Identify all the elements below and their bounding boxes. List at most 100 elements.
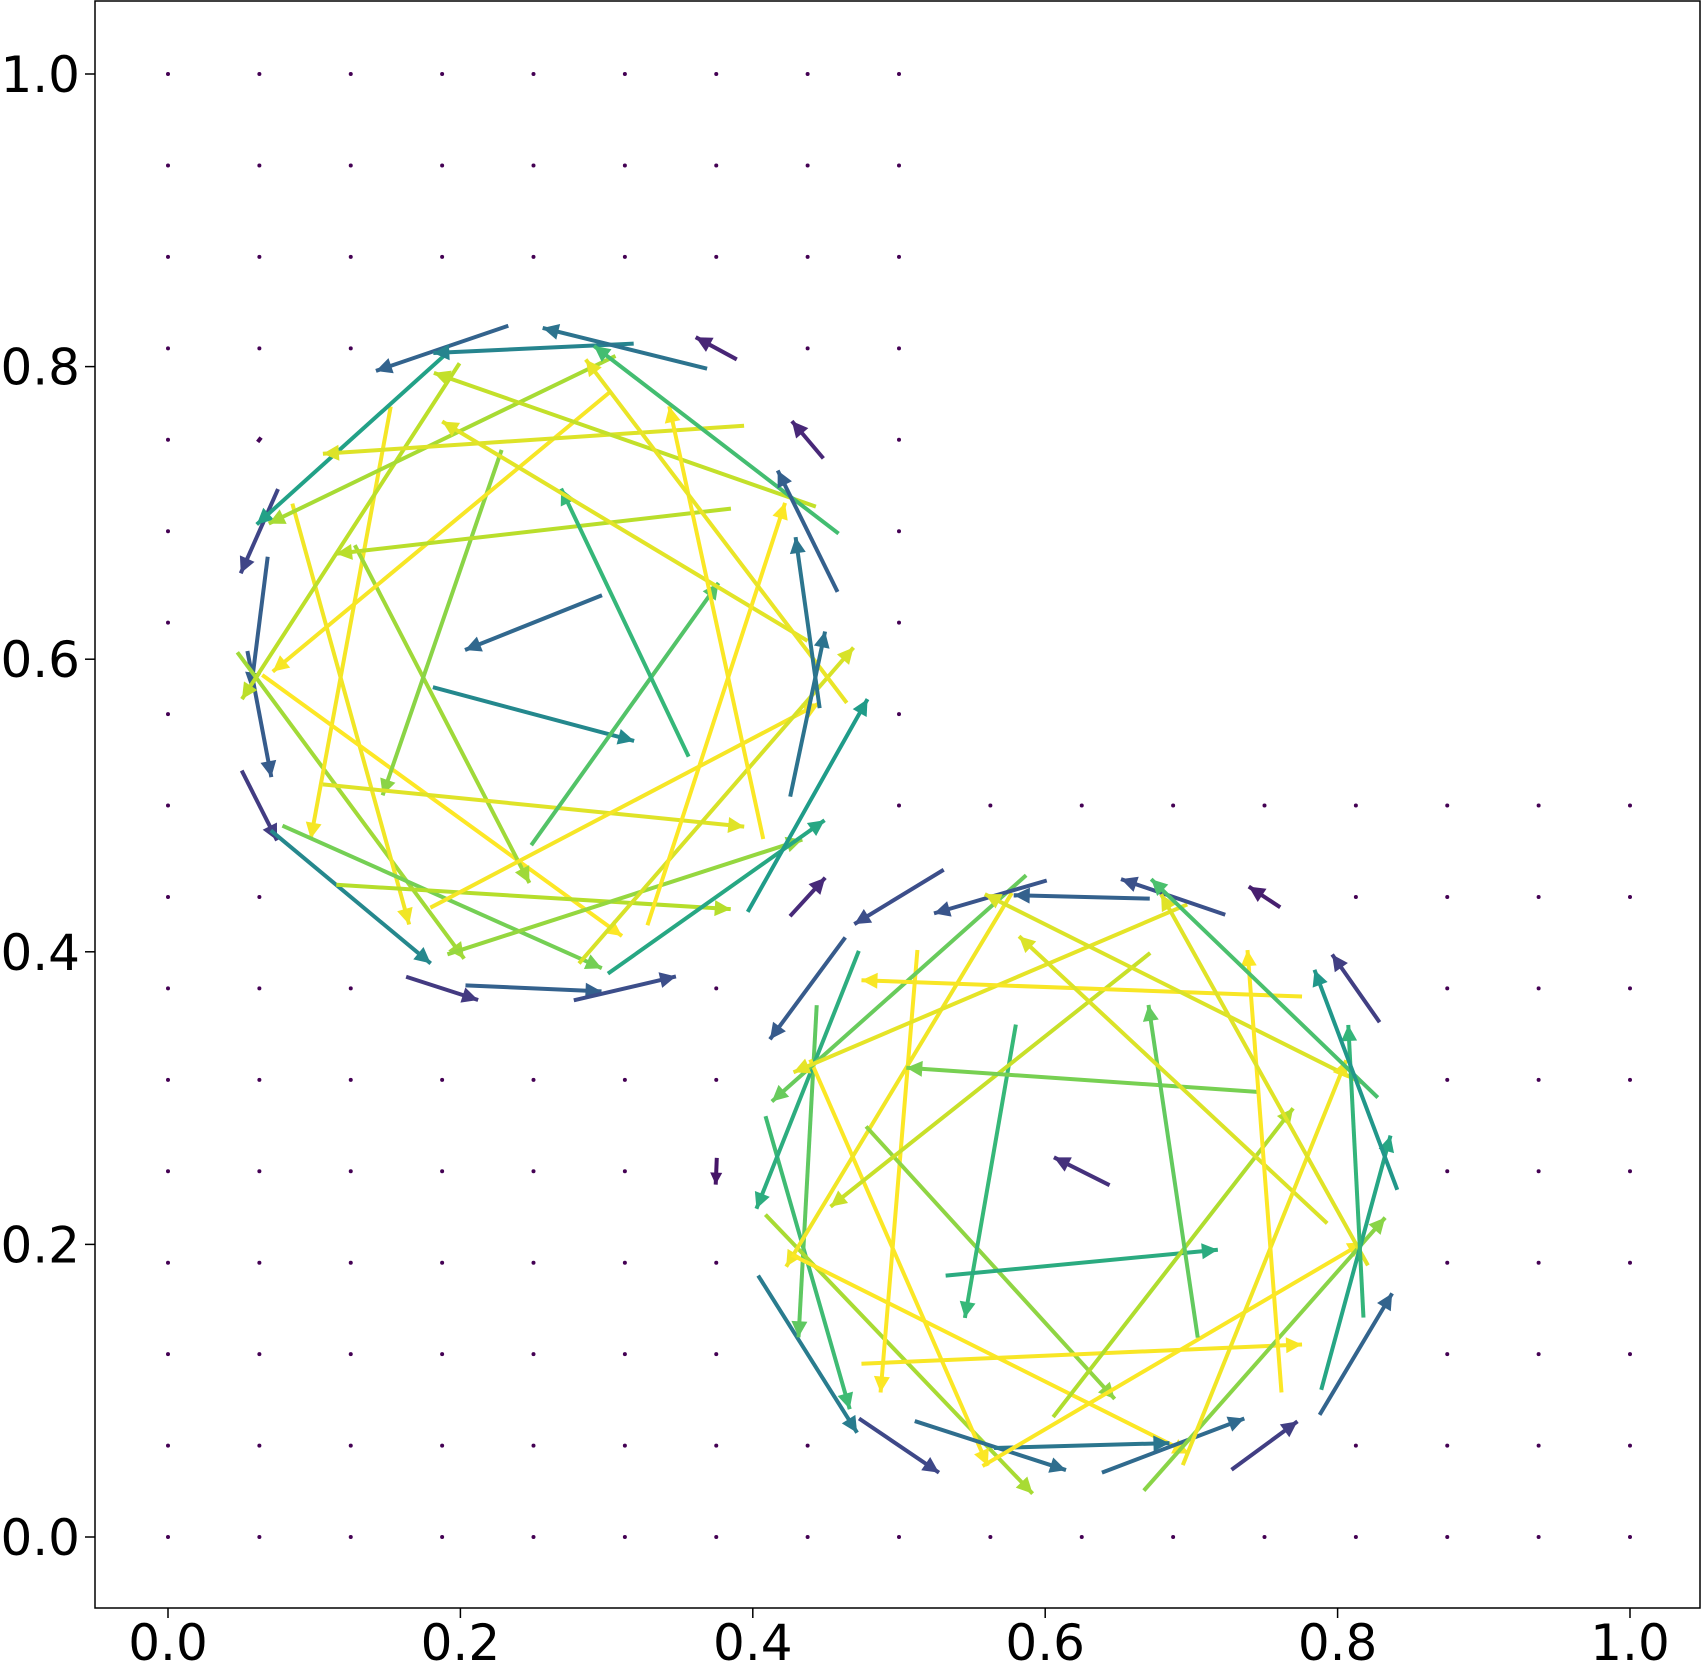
vector-arrowhead: [791, 1320, 808, 1338]
vector-arrow: [1120, 877, 1226, 917]
vector-dot: [622, 1169, 627, 1174]
vector-arrow: [353, 544, 532, 884]
vector-dot: [1262, 803, 1267, 808]
vector-arrow: [993, 1441, 1170, 1451]
vector-arrowhead: [375, 358, 394, 374]
vector-arrow: [1149, 877, 1380, 1100]
vector-arrow: [559, 487, 691, 758]
vector-arrow: [1346, 1024, 1366, 1318]
vector-dot: [1353, 1443, 1358, 1448]
vector-dot: [257, 346, 262, 351]
vector-dot: [714, 986, 719, 991]
vector-arrowhead: [1240, 950, 1257, 967]
vector-arrowhead: [714, 900, 731, 917]
vector-arrowhead: [1368, 1217, 1386, 1235]
vector-arrowhead: [262, 822, 278, 841]
x-tick-label: 0.0: [128, 1614, 208, 1663]
vector-dot: [622, 1077, 627, 1082]
vector-arrowhead: [433, 370, 452, 386]
vector-arrow: [754, 950, 861, 1210]
vector-arrow: [267, 354, 617, 526]
vector-dot: [257, 1077, 262, 1082]
vector-arrow: [878, 949, 920, 1393]
vector-arrow: [290, 503, 412, 926]
vector-arrowhead: [801, 703, 820, 718]
y-tick-label: 0.4: [0, 924, 80, 982]
vector-arrow: [464, 593, 603, 652]
vector-arrowhead: [754, 1190, 770, 1209]
vector-dot: [348, 72, 353, 76]
vector-arrow: [336, 882, 731, 912]
vector-arrow: [1317, 1292, 1394, 1416]
vector-dot: [714, 1077, 719, 1082]
vector-arrow: [981, 1240, 1365, 1468]
vector-dot: [166, 894, 170, 899]
vector-arrowhead: [1053, 1157, 1072, 1172]
vector-arrow: [433, 341, 634, 356]
vector-dot: [257, 894, 262, 899]
vector-dot: [348, 1443, 353, 1448]
vector-arrowhead: [808, 877, 826, 895]
vector-dot: [257, 986, 262, 991]
x-axis: 0.0 0.2 0.4 0.6 0.8 1.0: [128, 1608, 1670, 1663]
vector-arrowhead: [272, 655, 291, 672]
vector-dot: [440, 72, 445, 76]
vector-arrow: [380, 449, 504, 796]
vector-dot: [897, 1535, 901, 1539]
vector-arrowhead: [772, 502, 788, 521]
vector-arrow: [322, 782, 745, 829]
vector-arrowhead: [658, 972, 676, 988]
vector-dot: [1628, 1352, 1632, 1357]
vector-arrowhead: [836, 647, 854, 665]
x-tick-label: 0.6: [1005, 1614, 1085, 1663]
vector-dot: [1262, 1535, 1267, 1539]
vector-arrowhead: [852, 699, 868, 717]
vector-dot: [622, 1260, 627, 1265]
vector-dot: [531, 1169, 536, 1174]
vector-dot: [440, 1169, 445, 1174]
vector-dot: [348, 254, 353, 259]
vector-dot: [166, 163, 170, 168]
y-tick-label: 0.2: [0, 1216, 80, 1274]
vector-arrow: [261, 673, 624, 938]
vector-arrow: [906, 1065, 1258, 1094]
vector-arrowhead: [1248, 886, 1267, 903]
vector-arrowhead: [777, 470, 792, 489]
vector-arrowhead: [921, 1457, 939, 1473]
vector-arrowhead: [1377, 1293, 1393, 1312]
x-tick-label: 0.2: [421, 1614, 501, 1663]
vector-dot: [1079, 803, 1084, 808]
vector-dot: [1353, 803, 1358, 808]
vector-arrow: [792, 902, 1189, 1075]
vector-arrow: [1159, 893, 1370, 1267]
vector-field: [166, 72, 1632, 1539]
vector-arrow: [1101, 1416, 1246, 1475]
vector-arrow: [433, 370, 817, 509]
vector-arrow: [335, 506, 732, 556]
vector-arrow: [1142, 1216, 1387, 1492]
vector-arrowhead: [837, 1391, 854, 1410]
vector-dot: [257, 254, 262, 259]
y-tick-label: 0.6: [0, 631, 80, 689]
vector-arrowhead: [1279, 1421, 1298, 1438]
vector-dot: [348, 1260, 353, 1265]
vector-arrowhead: [1161, 894, 1176, 913]
vector-dot: [1536, 986, 1541, 991]
vector-dot: [897, 803, 901, 808]
vector-arrow: [861, 978, 1303, 999]
vector-arrow: [745, 698, 870, 913]
vector-dot: [622, 72, 627, 76]
vector-dot: [1628, 1443, 1632, 1448]
vector-dot: [1536, 1077, 1541, 1082]
vector-dot: [166, 1535, 170, 1539]
vector-arrow: [255, 353, 447, 526]
vector-dot: [166, 437, 170, 442]
vector-dot: [166, 1352, 170, 1357]
vector-arrow: [945, 1247, 1219, 1278]
vector-dot: [1171, 1535, 1176, 1539]
vector-arrowhead: [873, 1375, 890, 1393]
vector-arrow: [1051, 1107, 1295, 1419]
vector-dot: [1536, 1169, 1541, 1174]
vector-arrowhead: [257, 439, 261, 442]
vector-dot: [440, 1535, 445, 1539]
